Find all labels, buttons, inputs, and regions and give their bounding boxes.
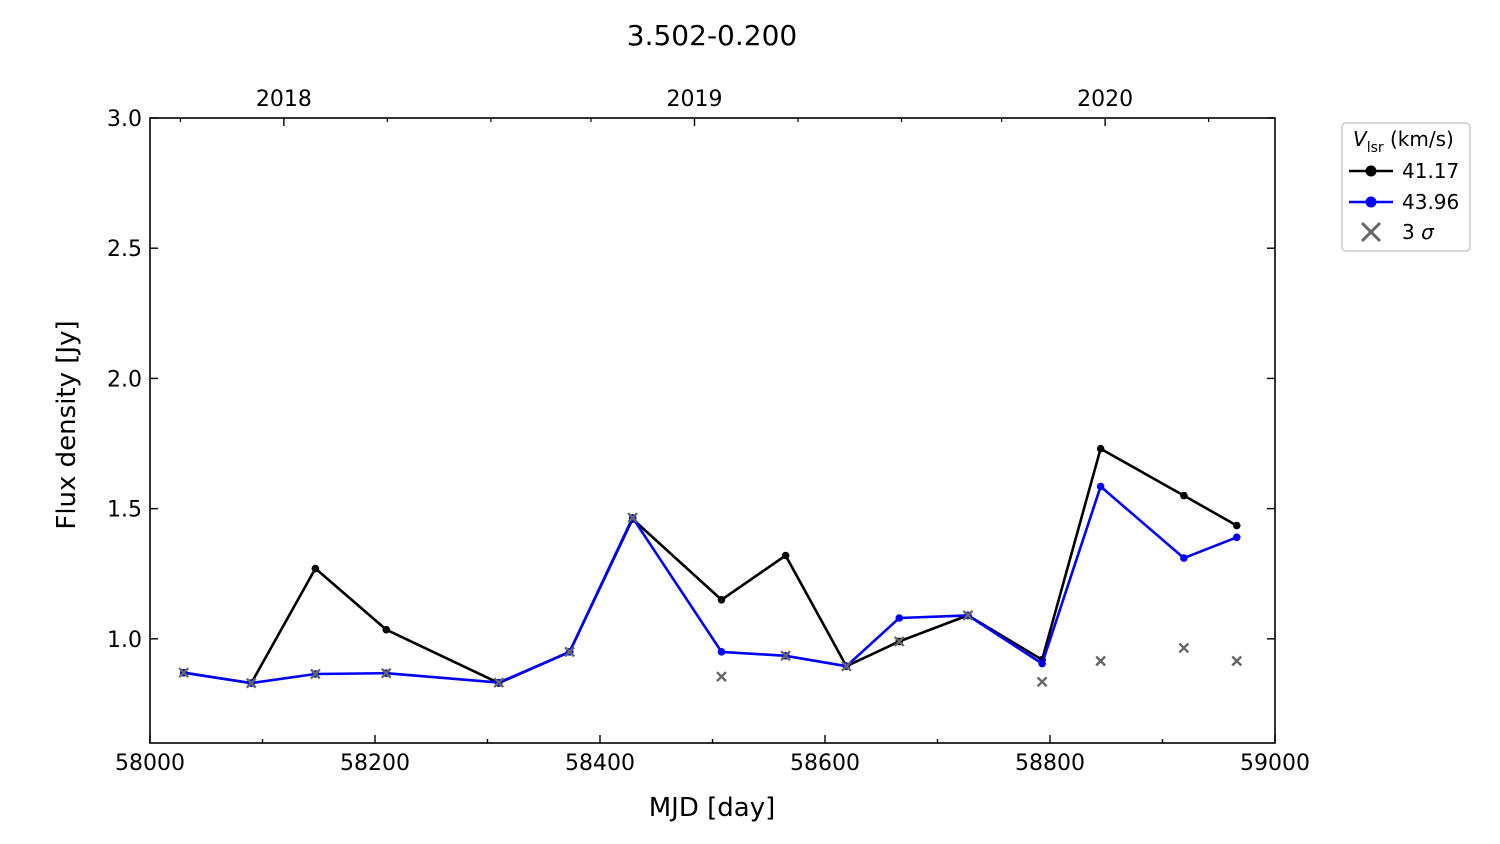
sigma-point — [493, 677, 505, 688]
plot-frame — [149, 117, 1276, 744]
sigma-point-stroke — [493, 677, 505, 688]
sigma-point-stroke — [893, 636, 905, 647]
sigma-point — [780, 650, 791, 662]
series-point-43.96 — [895, 614, 904, 622]
x-tick-label: 58800 — [1015, 751, 1085, 776]
y-tick-label: 2.5 — [107, 237, 142, 262]
x-tick-label: 58600 — [790, 751, 860, 776]
sigma-point — [962, 610, 974, 621]
legend-title-symbol: V — [1353, 127, 1368, 151]
legend-sigma-symbol: σ — [1421, 220, 1435, 244]
legend-label: 41.17 — [1402, 159, 1459, 183]
series-point-41.17 — [1180, 491, 1188, 500]
sigma-point-stroke — [380, 667, 392, 679]
legend-frame — [1341, 122, 1471, 252]
legend-sigma-marker — [1360, 221, 1382, 243]
sigma-point — [841, 660, 852, 672]
legend-title: Vlsr (km/s) — [1353, 127, 1454, 156]
series-point-41.17 — [717, 595, 726, 604]
legend-title-unit: (km/s) — [1384, 127, 1454, 151]
sigma-point-stroke — [716, 671, 727, 682]
x-tick-label: 58000 — [115, 751, 185, 776]
sigma-point — [1095, 655, 1106, 667]
series-line-41.17 — [183, 447, 1238, 685]
sigma-point — [178, 667, 190, 679]
y-tick-label: 1.5 — [107, 498, 142, 523]
x-tick-label: 59000 — [1240, 751, 1310, 776]
sigma-point — [627, 512, 638, 524]
series-point-41.17 — [781, 551, 790, 560]
series-point-41.17 — [311, 564, 320, 573]
sigma-point — [1231, 655, 1243, 667]
legend-sigma-prefix: 3 — [1402, 220, 1421, 244]
chart-title: 3.502-0.200 — [627, 19, 797, 52]
top-year-label: 2019 — [667, 87, 723, 112]
sigma-point — [1178, 642, 1190, 654]
sigma-point — [380, 667, 392, 679]
series-point-43.96 — [1096, 482, 1105, 491]
sigma-point — [245, 677, 257, 689]
series-line-43.96 — [183, 485, 1238, 685]
sigma-point — [716, 671, 727, 682]
plot-area: 58000 58200 58400 58600 58800 59000 2018 2019 20… — [107, 87, 1310, 776]
x-tick-label: 58200 — [340, 751, 410, 776]
y-tick-label: 3.0 — [107, 107, 142, 132]
legend-sigma-label: 3 σ — [1402, 220, 1435, 244]
sigma-point-stroke — [310, 668, 321, 680]
series-point-43.96 — [717, 648, 726, 656]
x-tick-label: 58400 — [565, 751, 635, 776]
sigma-point-stroke — [780, 650, 791, 662]
top-year-label: 2020 — [1077, 87, 1133, 112]
legend-entry-sigma: 3 σ — [1360, 220, 1435, 244]
series-point-41.17 — [382, 625, 391, 634]
sigma-point-stroke — [627, 512, 638, 524]
legend-marker — [1365, 165, 1377, 177]
sigma-point — [310, 668, 321, 680]
legend-entries: 41.17 43.96 — [1349, 159, 1459, 214]
sigma-point-stroke — [962, 610, 974, 621]
legend-entry-41.17: 41.17 — [1349, 159, 1459, 183]
sigma-point-stroke — [1036, 676, 1048, 688]
legend-title-subscript: lsr — [1367, 140, 1384, 156]
sigma-point-stroke — [1095, 655, 1106, 667]
series-point-41.17 — [1232, 521, 1241, 530]
sigma-point-stroke — [1231, 655, 1243, 667]
top-year-label: 2018 — [256, 87, 312, 112]
sigma-point — [1036, 676, 1048, 688]
y-tick-label: 1.0 — [107, 628, 142, 653]
series-point-41.17 — [1096, 444, 1105, 453]
sigma-point-stroke — [245, 677, 257, 689]
sigma-point-stroke — [1178, 642, 1190, 654]
y-axis-title: Flux density [Jy] — [52, 320, 82, 529]
sigma-point — [564, 646, 575, 658]
legend-entry-43.96: 43.96 — [1349, 190, 1459, 214]
x-axis-title: MJD [day] — [649, 793, 776, 823]
sigma-point-stroke — [178, 667, 190, 679]
y-tick-label: 2.0 — [107, 367, 142, 392]
legend-marker — [1365, 196, 1377, 208]
series-point-43.96 — [1180, 554, 1188, 562]
series-point-43.96 — [1232, 533, 1241, 542]
sigma-point — [893, 636, 905, 647]
sigma-point-stroke — [841, 660, 852, 672]
sigma-point-stroke — [564, 646, 575, 658]
legend-label: 43.96 — [1402, 190, 1459, 214]
legend: Vlsr (km/s) 41.17 43.96 3 σ — [1341, 122, 1471, 252]
series-point-43.96 — [1038, 659, 1046, 668]
